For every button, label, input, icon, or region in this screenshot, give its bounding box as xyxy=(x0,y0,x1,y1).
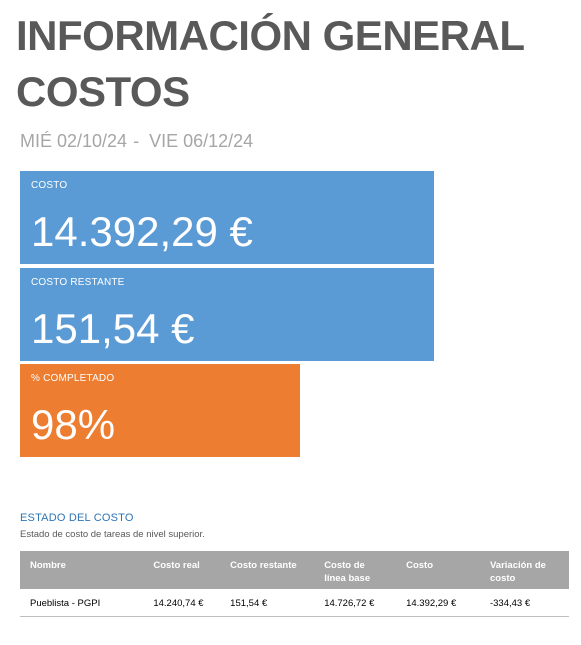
column-header-name: Nombre xyxy=(20,551,144,589)
cost-status-title: ESTADO DEL COSTO xyxy=(20,512,134,524)
remaining-cost-card: COSTO RESTANTE 151,54 € xyxy=(20,268,434,361)
cell-cost-variance: -334,43 € xyxy=(479,589,569,617)
cell-remaining-cost: 151,54 € xyxy=(220,589,315,617)
report-title-line-2: COSTOS xyxy=(16,68,190,115)
cost-status-subtitle: Estado de costo de tareas de nivel super… xyxy=(20,529,205,540)
cell-name: Pueblista - PGPI xyxy=(20,589,144,617)
remaining-cost-card-value: 151,54 € xyxy=(31,305,195,352)
column-header-cost: Costo xyxy=(396,551,480,589)
report-title-line-1: INFORMACIÓN GENERAL xyxy=(16,12,525,59)
cost-card-label: COSTO xyxy=(31,180,68,191)
column-header-cost-variance: Variación de costo xyxy=(479,551,569,589)
date-range: MIÉ 02/10/24- VIE 06/12/24 xyxy=(20,131,253,152)
percent-complete-card-value: 98% xyxy=(31,401,116,448)
remaining-cost-card-label: COSTO RESTANTE xyxy=(31,277,125,288)
cell-baseline-cost: 14.726,72 € xyxy=(314,589,397,617)
table-header-row: Nombre Costo real Costo restante Costo d… xyxy=(20,551,569,589)
cell-actual-cost: 14.240,74 € xyxy=(143,589,221,617)
percent-complete-card: % COMPLETADO 98% xyxy=(20,364,300,457)
date-start: MIÉ 02/10/24 xyxy=(20,131,128,151)
column-header-actual-cost: Costo real xyxy=(143,551,221,589)
column-header-baseline-cost: Costo de línea base xyxy=(314,551,397,589)
date-separator: - xyxy=(133,131,140,151)
percent-complete-card-label: % COMPLETADO xyxy=(31,373,115,384)
cost-status-table: Nombre Costo real Costo restante Costo d… xyxy=(20,551,569,617)
cost-card: COSTO 14.392,29 € xyxy=(20,171,434,264)
cost-card-value: 14.392,29 € xyxy=(31,208,253,255)
column-header-remaining-cost: Costo restante xyxy=(220,551,315,589)
cell-cost: 14.392,29 € xyxy=(396,589,480,617)
date-end: VIE 06/12/24 xyxy=(149,131,254,151)
report-title: INFORMACIÓN GENERAL COSTOS xyxy=(16,8,571,120)
table-row: Pueblista - PGPI 14.240,74 € 151,54 € 14… xyxy=(20,589,569,617)
